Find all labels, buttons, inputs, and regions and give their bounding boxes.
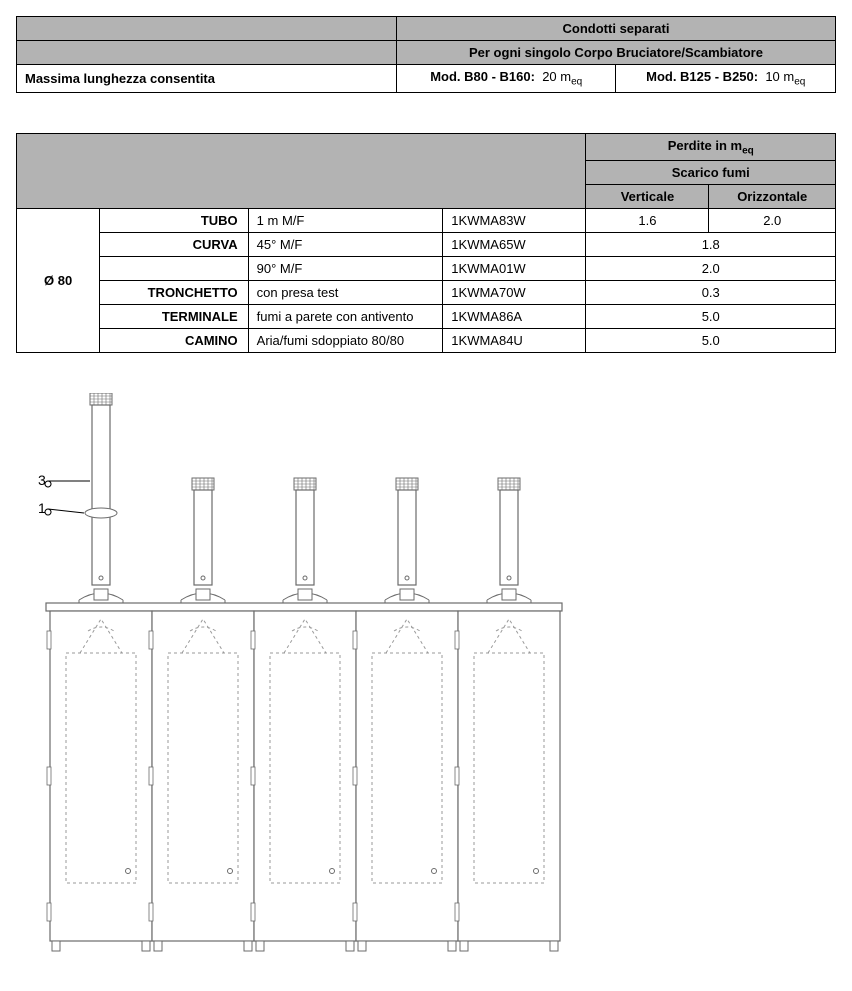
t2-val-merged: 0.3 — [586, 281, 836, 305]
t1-col1-val: 20 m — [542, 69, 571, 84]
t1-col2-label: Mod. B125 - B250: — [646, 69, 758, 84]
t2-desc: 45° M/F — [248, 233, 443, 257]
t2-desc: 90° M/F — [248, 257, 443, 281]
t2-oriz: Orizzontale — [709, 185, 836, 209]
t2-val-merged: 5.0 — [586, 329, 836, 353]
t1-blank-header — [17, 17, 397, 41]
t2-perdite-text: Perdite in m — [668, 138, 742, 153]
table-separate-ducts: Condotti separati Per ogni singolo Corpo… — [16, 16, 836, 93]
t1-col1-sub: eq — [571, 77, 582, 88]
t2-val-merged: 1.8 — [586, 233, 836, 257]
t1-col2: Mod. B125 - B250: 10 meq — [616, 65, 836, 93]
t2-code: 1KWMA65W — [443, 233, 586, 257]
t1-row-label: Massima lunghezza consentita — [17, 65, 397, 93]
t2-vert: Verticale — [586, 185, 709, 209]
t2-diam: Ø 80 — [17, 209, 100, 353]
t2-type: CURVA — [100, 233, 248, 257]
t2-type: CAMINO — [100, 329, 248, 353]
t2-code: 1KWMA01W — [443, 257, 586, 281]
t2-perdite-sub: eq — [742, 145, 754, 156]
t2-desc: 1 m M/F — [248, 209, 443, 233]
t1-header1: Condotti separati — [396, 17, 835, 41]
callout-1: 1 — [38, 500, 46, 516]
t2-val-merged: 5.0 — [586, 305, 836, 329]
t1-header2: Per ogni singolo Corpo Bruciatore/Scambi… — [396, 41, 835, 65]
t1-blank-header2 — [17, 41, 397, 65]
t1-col1: Mod. B80 - B160: 20 meq — [396, 65, 616, 93]
flue-diagram: 3 1 3 1 — [26, 393, 586, 953]
t2-type: TERMINALE — [100, 305, 248, 329]
t2-val-v: 1.6 — [586, 209, 709, 233]
t2-type: TRONCHETTO — [100, 281, 248, 305]
t2-perdite: Perdite in meq — [586, 133, 836, 161]
table-losses: Perdite in meq Scarico fumi Verticale Or… — [16, 133, 836, 354]
t2-desc: con presa test — [248, 281, 443, 305]
t1-col2-val: 10 m — [765, 69, 794, 84]
callout-3: 3 — [38, 472, 46, 488]
t2-desc: fumi a parete con antivento — [248, 305, 443, 329]
t2-val-o: 2.0 — [709, 209, 836, 233]
t2-code: 1KWMA86A — [443, 305, 586, 329]
t2-code: 1KWMA84U — [443, 329, 586, 353]
t2-desc: Aria/fumi sdoppiato 80/80 — [248, 329, 443, 353]
t2-val-merged: 2.0 — [586, 257, 836, 281]
t2-code: 1KWMA70W — [443, 281, 586, 305]
t2-type — [100, 257, 248, 281]
t2-type: TUBO — [100, 209, 248, 233]
t2-blank — [17, 133, 586, 209]
t1-col1-label: Mod. B80 - B160: — [430, 69, 535, 84]
t1-col2-sub: eq — [794, 77, 805, 88]
t2-code: 1KWMA83W — [443, 209, 586, 233]
t2-scarico: Scarico fumi — [586, 161, 836, 185]
